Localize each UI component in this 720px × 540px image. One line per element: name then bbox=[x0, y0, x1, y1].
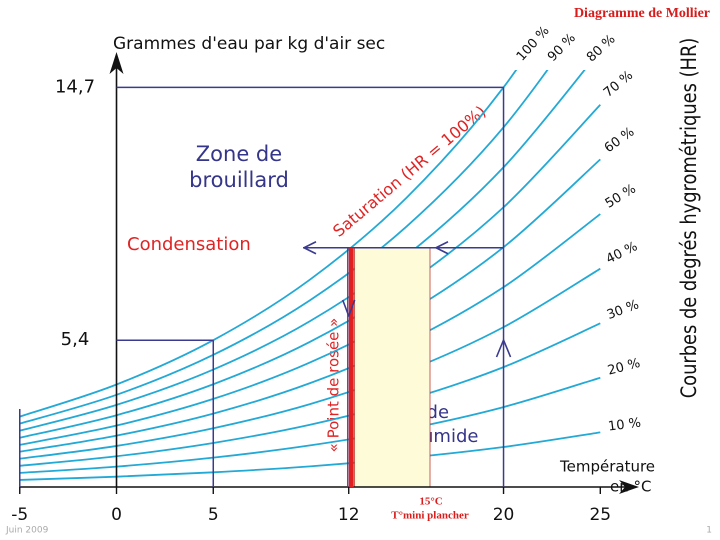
y-axis-label: Grammes d'eau par kg d'air sec bbox=[113, 34, 385, 54]
fog-zone-label: Zone de bbox=[196, 142, 282, 166]
curve-label: 50 % bbox=[603, 182, 639, 212]
curve-label: 10 % bbox=[607, 415, 642, 434]
curve-label: 40 % bbox=[604, 239, 640, 267]
humidity-curve bbox=[19, 431, 601, 481]
humid-air-zone bbox=[354, 247, 431, 488]
curve-label: 60 % bbox=[602, 125, 638, 157]
x-tick-label: 0 bbox=[111, 505, 122, 525]
chart-title: Diagramme de Mollier bbox=[574, 6, 710, 21]
floor-temp-label: T°mini plancher bbox=[391, 510, 469, 522]
humidity-curve bbox=[19, 158, 601, 446]
arrowhead bbox=[303, 241, 317, 255]
x-tick-label: 12 bbox=[338, 505, 360, 525]
x-axis-arrow bbox=[619, 480, 639, 494]
curve-label: 70 % bbox=[601, 68, 636, 101]
curve-label: 80 % bbox=[584, 32, 618, 65]
x-axis-label: Température bbox=[559, 458, 655, 476]
x-tick-label: 5 bbox=[208, 505, 219, 525]
fog-zone-label: brouillard bbox=[189, 168, 289, 192]
curve-label: 100 % bbox=[514, 24, 553, 65]
curve-label: 30 % bbox=[605, 297, 641, 323]
y-tick-label: 14,7 bbox=[55, 76, 95, 97]
humidity-curve bbox=[19, 70, 586, 432]
humidity-curve bbox=[19, 213, 601, 453]
floor-temp-label: 15°C bbox=[419, 496, 442, 508]
y-axis-arrow bbox=[109, 52, 124, 74]
x-tick-label: 20 bbox=[493, 505, 515, 525]
x-tick-label: 25 bbox=[589, 505, 611, 525]
curves-label: Courbes de degrés hygrométriques (HR) bbox=[677, 38, 702, 399]
saturation-label: Saturation (HR = 100%) bbox=[329, 102, 489, 241]
humidity-curve bbox=[19, 322, 601, 467]
arrowhead bbox=[435, 241, 449, 255]
humidity-curve bbox=[19, 70, 518, 418]
x-tick-label: -5 bbox=[11, 505, 28, 525]
dew-point-label: « Point de rosée » bbox=[325, 318, 343, 453]
dew-point-bar bbox=[348, 247, 354, 487]
arrowhead bbox=[341, 299, 356, 317]
footer-date: Juin 2009 bbox=[5, 526, 49, 536]
curves bbox=[19, 70, 601, 481]
arrowhead bbox=[495, 339, 512, 358]
y-tick-label: 5,4 bbox=[61, 329, 90, 350]
page-number: 1 bbox=[706, 526, 712, 536]
humidity-curve bbox=[19, 70, 549, 425]
curve-label: 20 % bbox=[606, 356, 642, 379]
condensation-label: Condensation bbox=[127, 234, 251, 255]
